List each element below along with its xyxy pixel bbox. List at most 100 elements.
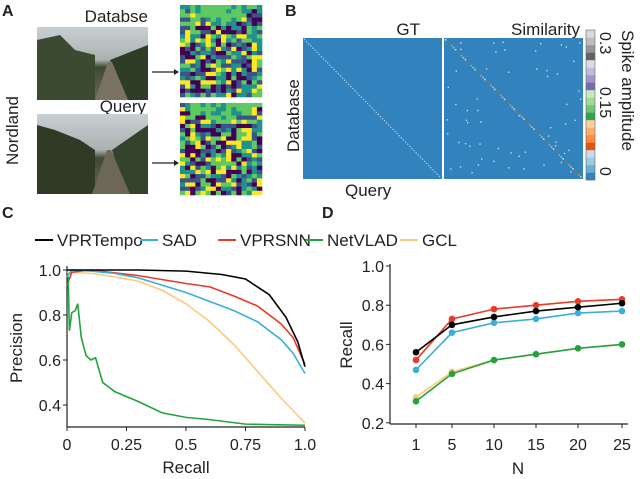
heatmap-cell: [256, 5, 263, 10]
heatmap-cell: [246, 5, 253, 10]
heatmap-cell: [231, 107, 237, 112]
heatmap-cell: [195, 21, 201, 27]
heatmap-cell: [236, 80, 242, 85]
similarity-point: [477, 164, 480, 166]
heatmap-cell: [215, 186, 222, 192]
heatmap-cell: [215, 111, 222, 116]
heatmap-cell: [190, 178, 196, 183]
heatmap-cell: [205, 42, 212, 48]
heatmap-cell: [195, 71, 201, 77]
similarity-point: [466, 60, 469, 63]
heatmap-cell: [236, 186, 242, 192]
heatmap-cell: [226, 92, 232, 98]
heatmap-cell: [256, 174, 263, 179]
heatmap-cell: [195, 107, 201, 112]
heatmap-cell: [195, 80, 201, 85]
heatmap-cell: [246, 80, 253, 85]
heatmap-cell: [200, 21, 206, 27]
heatmap-cell: [221, 169, 227, 175]
heatmap-cell: [195, 9, 201, 14]
heatmap-cell: [251, 157, 258, 162]
series-line-gcl: [66, 271, 306, 424]
heatmap-cell: [241, 123, 247, 129]
heatmap-cell: [185, 136, 191, 141]
heatmap-cell: [205, 71, 212, 77]
heatmap-cell: [246, 25, 253, 31]
heatmap-cell: [205, 144, 212, 150]
heatmap-cell: [180, 76, 186, 81]
heatmap-cell: [241, 182, 247, 187]
heatmap-cell: [231, 38, 237, 43]
heatmap-cell: [215, 107, 222, 112]
colorbar-swatch: [586, 37, 595, 46]
colorbar-swatch: [586, 90, 595, 98]
similarity-point: [460, 42, 462, 44]
heatmap-cell: [221, 76, 227, 81]
similarity-point: [466, 109, 469, 112]
heatmap-cell: [256, 55, 263, 60]
heatmap-cell: [190, 21, 196, 27]
heatmap-cell: [256, 13, 263, 18]
heatmap-cell: [221, 144, 227, 150]
heatmap-cell: [210, 174, 217, 179]
heatmap-cell: [231, 144, 237, 150]
heatmap-cell: [200, 169, 206, 175]
heatmap-cell: [256, 38, 263, 43]
series-line-netvlad: [67, 276, 306, 427]
heatmap-cell: [205, 103, 212, 108]
heatmap-cell: [180, 140, 186, 146]
heatmap-cell: [215, 63, 222, 69]
heatmap-cell: [200, 123, 206, 129]
legend-label: VPRSNN: [240, 231, 311, 250]
heatmap-cell: [180, 92, 186, 98]
heatmap-cell: [231, 123, 237, 129]
heatmap-cell: [251, 119, 258, 125]
heatmap-cell: [231, 30, 237, 35]
heatmap-cell: [236, 169, 242, 175]
heatmap-cell: [190, 34, 196, 39]
colorbar-swatch: [586, 45, 595, 53]
heatmap-cell: [256, 161, 263, 167]
heatmap-cell: [190, 144, 196, 150]
heatmap-cell: [236, 51, 242, 56]
heatmap-cell: [180, 136, 186, 141]
heatmap-cell: [236, 63, 242, 69]
heatmap-cell: [246, 76, 253, 81]
data-point-sad: [448, 329, 456, 336]
similarity-points: [445, 39, 582, 178]
heatmap-cell: [180, 186, 186, 192]
heatmap-cell: [226, 42, 232, 48]
heatmap-cell: [180, 9, 186, 14]
heatmap-cell: [185, 13, 191, 18]
heatmap-cell: [190, 186, 196, 192]
similarity-point: [447, 86, 449, 89]
similarity-point: [446, 119, 449, 121]
heatmap-cell: [210, 55, 217, 60]
query-axis-label: Query: [345, 181, 392, 200]
similarity-point: [566, 103, 568, 106]
heatmap-cell: [221, 25, 227, 31]
heatmap-cell: [221, 153, 227, 158]
similarity-point: [533, 128, 535, 130]
heatmap-cell: [246, 190, 253, 196]
heatmap-cell: [180, 80, 186, 85]
heatmap-cell: [231, 149, 237, 154]
heatmap-cell: [251, 128, 258, 133]
heatmap-cell: [221, 119, 227, 125]
heatmap-cell: [195, 42, 201, 48]
colorbar-swatch: [586, 150, 595, 158]
heatmap-cell: [195, 132, 201, 137]
similarity-point: [478, 72, 480, 75]
heatmap-cell: [215, 174, 222, 179]
heatmap-cell: [185, 132, 191, 137]
heatmap-cell: [241, 119, 247, 125]
similarity-point: [448, 42, 451, 45]
heatmap-cell: [221, 42, 227, 48]
heatmap-cell: [241, 51, 247, 56]
heatmap-cell: [180, 38, 186, 43]
panel-label-d: D: [322, 205, 334, 222]
heatmap-cell: [180, 123, 186, 129]
heatmap-cell: [256, 169, 263, 175]
similarity-point: [450, 168, 452, 170]
heatmap-cell: [251, 174, 258, 179]
